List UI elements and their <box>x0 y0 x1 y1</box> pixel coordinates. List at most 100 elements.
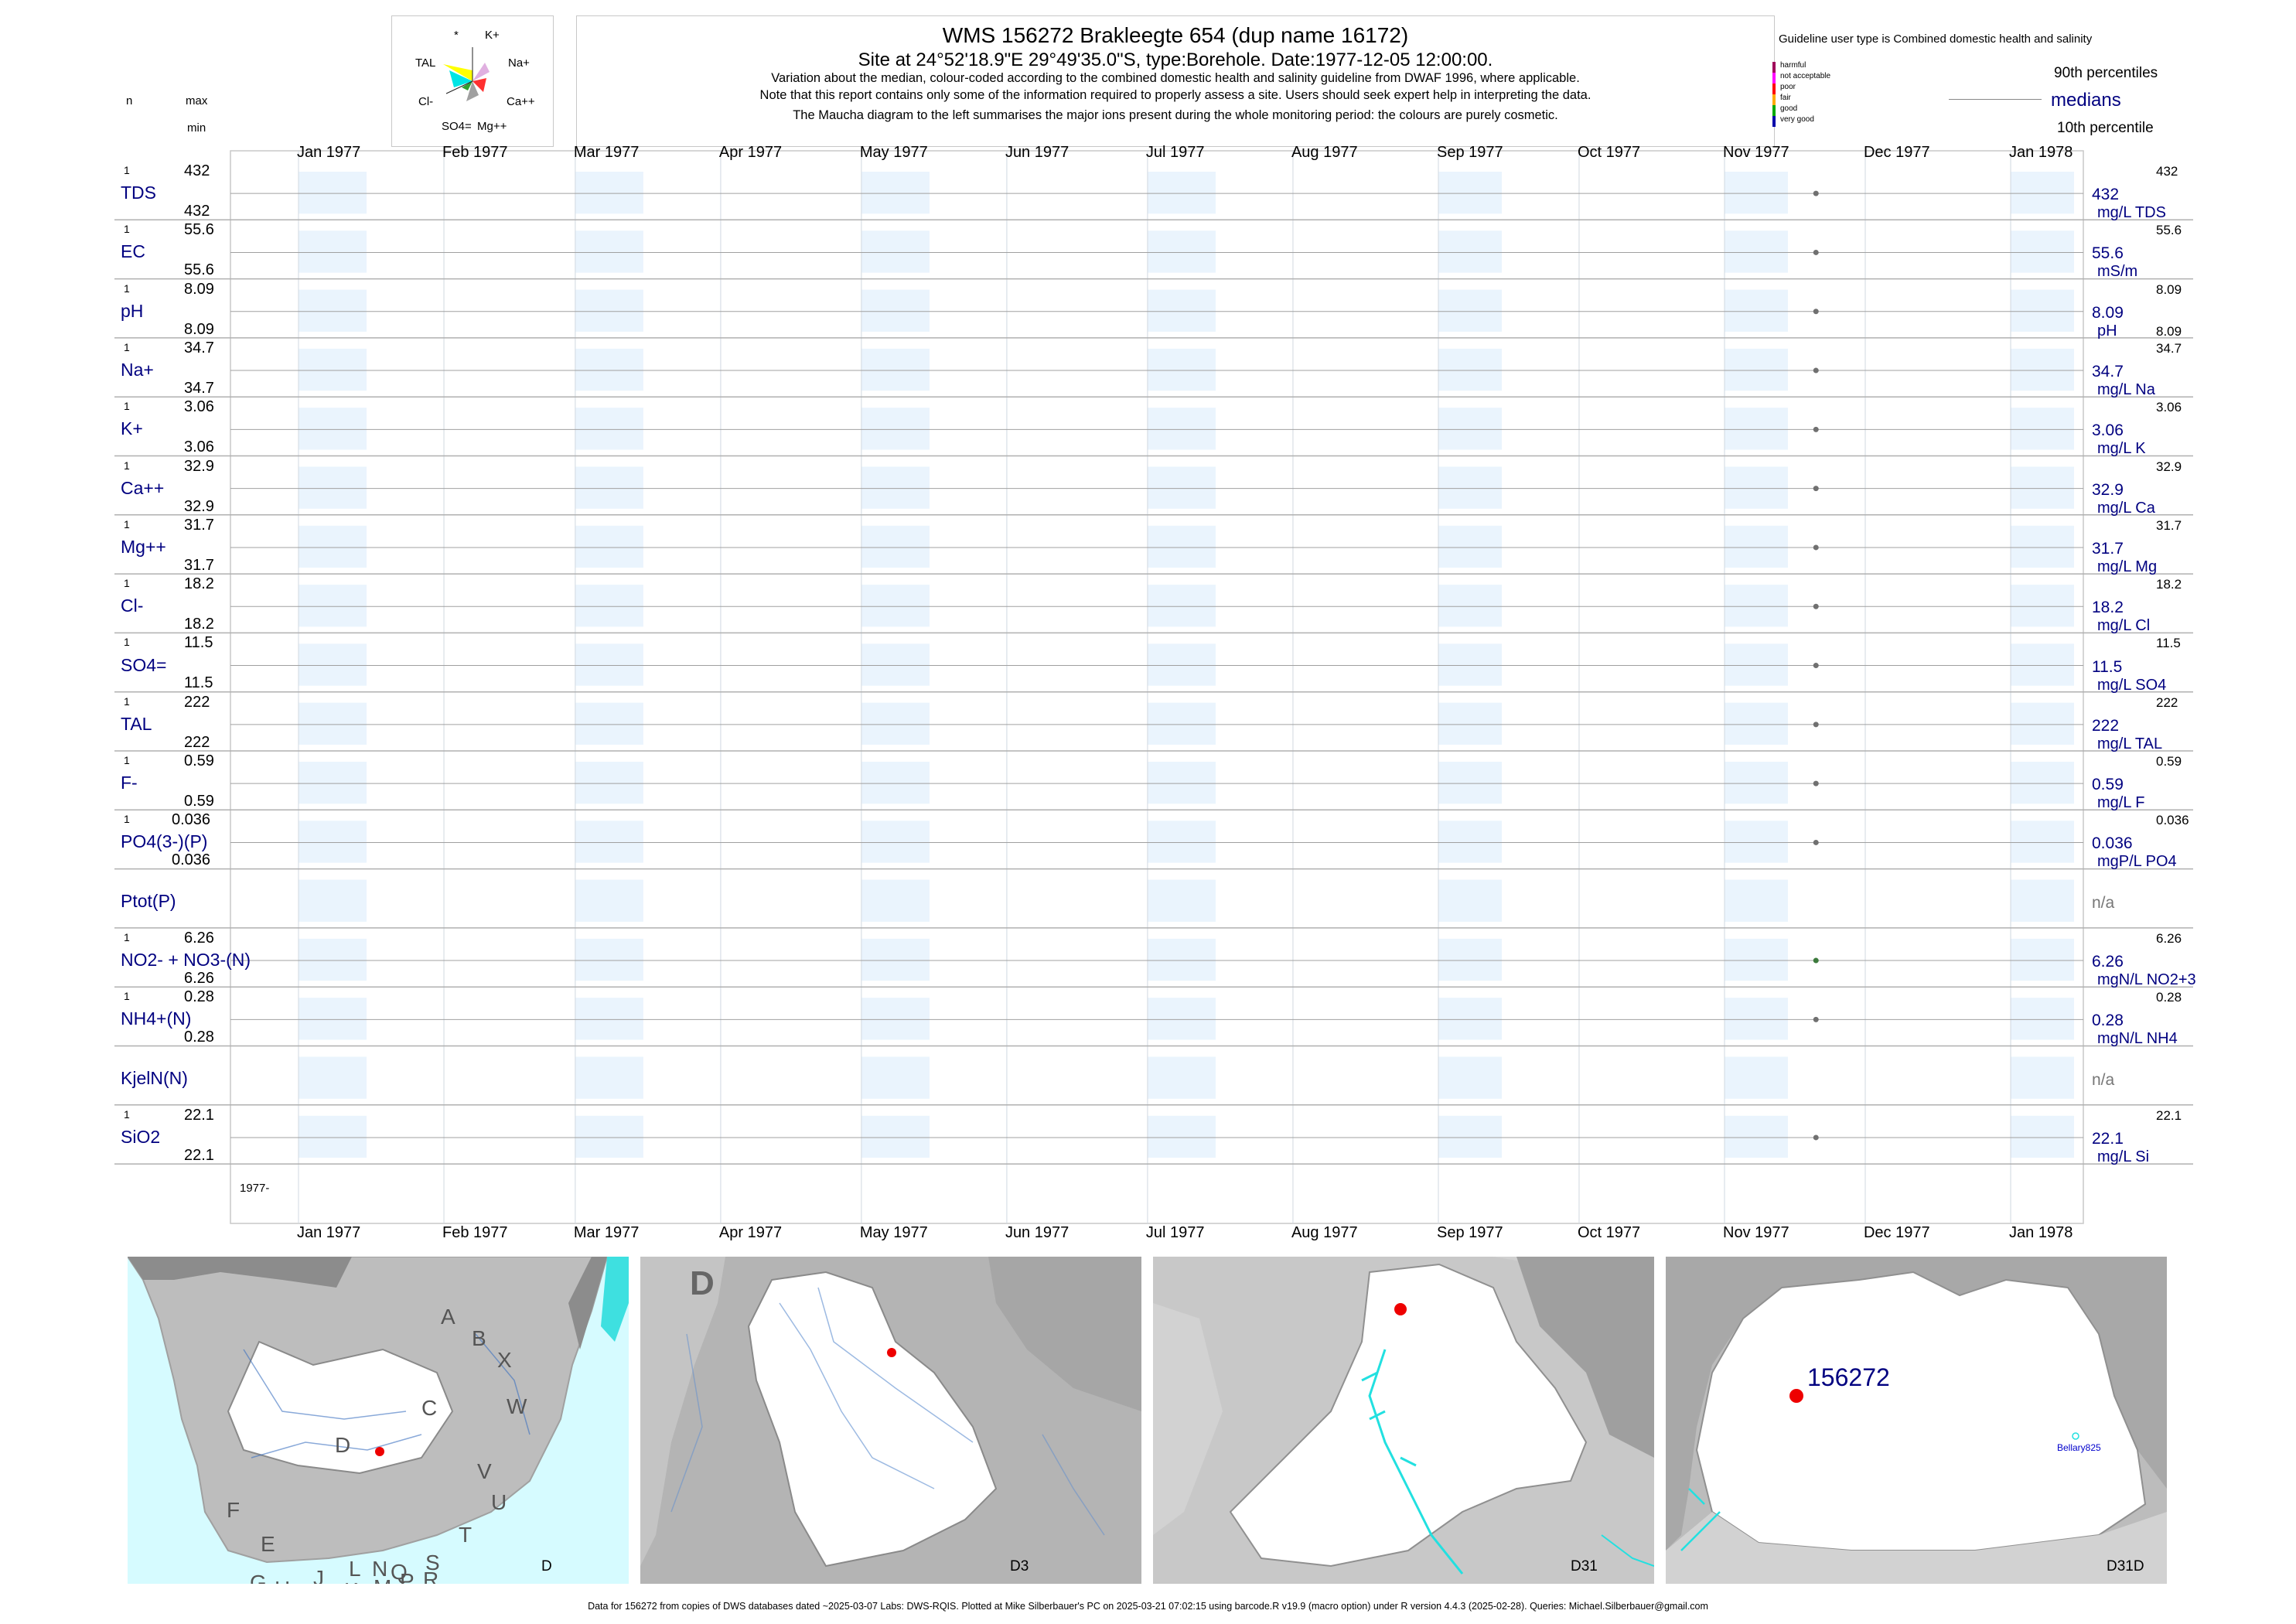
drainage-region-letter: L <box>349 1557 361 1581</box>
row-median: 34.7 <box>2092 363 2124 381</box>
month-band <box>2011 408 2074 450</box>
month-band <box>1438 585 1502 627</box>
month-band <box>575 762 643 804</box>
month-band <box>575 998 643 1040</box>
row-n: 1 <box>124 1107 130 1121</box>
row-p90: 0.28 <box>2156 990 2182 1005</box>
maucha-label-7: Mg++ <box>477 120 507 133</box>
month-band <box>1147 348 1216 391</box>
month-band <box>2011 1115 2074 1158</box>
row-unit: mg/L Cl <box>2097 617 2151 635</box>
month-label-bottom: Nov 1977 <box>1723 1224 1789 1241</box>
month-band <box>299 525 367 568</box>
month-band <box>1147 762 1216 804</box>
guideline-swatch <box>1772 84 1776 94</box>
row-unit: mg/L Na <box>2097 381 2155 399</box>
map-panel-d31d-label: D31D <box>2107 1558 2144 1575</box>
month-label-bottom: Dec 1977 <box>1863 1224 1930 1241</box>
row-label: Ptot(P) <box>121 890 176 911</box>
month-label-top: Sep 1977 <box>1436 144 1503 161</box>
row-unit: mg/L Mg <box>2097 558 2158 575</box>
row-max: 0.59 <box>184 752 214 769</box>
row-p10: 8.09 <box>2156 323 2182 339</box>
month-band <box>1438 1115 1502 1158</box>
month-band <box>299 879 367 922</box>
row-label: F- <box>121 773 138 793</box>
row-unit: pH <box>2097 322 2117 339</box>
sample-marker <box>1813 722 1819 728</box>
row-n: 1 <box>124 400 130 413</box>
month-band <box>299 643 367 686</box>
month-label-bottom: Jan 1978 <box>2009 1224 2073 1241</box>
row-unit: mg/L TAL <box>2097 735 2163 752</box>
map-south-africa <box>128 1257 629 1564</box>
row-max: 8.09 <box>184 280 214 298</box>
guideline-category: poor <box>1780 83 1796 91</box>
row-n: 1 <box>124 930 130 943</box>
drainage-region-letter: E <box>261 1532 275 1556</box>
maucha-label-2: TAL <box>415 56 436 70</box>
month-band <box>299 1056 367 1099</box>
month-band <box>2011 643 2074 686</box>
month-band <box>1147 585 1216 627</box>
plot-frame <box>230 150 2084 1224</box>
guideline-category: harmful <box>1780 61 1806 70</box>
drainage-region-letter: R <box>423 1568 439 1584</box>
month-band <box>1147 821 1216 863</box>
row-unit: mg/L Si <box>2097 1148 2150 1165</box>
row-median: 0.28 <box>2092 1012 2124 1030</box>
maucha-label-6: SO4= <box>442 120 472 133</box>
row-p90: 31.7 <box>2156 517 2182 533</box>
row-n: 1 <box>124 577 130 590</box>
month-band <box>575 408 643 450</box>
row-unit: mS/m <box>2097 263 2138 281</box>
row-median: 55.6 <box>2092 244 2124 263</box>
month-band <box>575 643 643 686</box>
month-label-top: Dec 1977 <box>1863 144 1930 161</box>
row-max: 22.1 <box>184 1106 214 1124</box>
drainage-region-letter: C <box>421 1396 438 1420</box>
row-n: 1 <box>124 340 130 353</box>
month-band <box>575 821 643 863</box>
row-n: 1 <box>124 694 130 708</box>
month-band <box>1438 821 1502 863</box>
month-band <box>1147 172 1216 214</box>
month-band <box>575 1115 643 1158</box>
month-band <box>2011 172 2074 214</box>
row-n: 1 <box>124 281 130 295</box>
month-band <box>575 230 643 273</box>
month-band <box>299 466 367 509</box>
row-min: 34.7 <box>184 379 214 397</box>
site-description: Site at 24°52'18.9"E 29°49'35.0"S, type:… <box>858 49 1493 70</box>
row-median: 0.036 <box>2092 834 2133 853</box>
maucha-diagram: * K+ TAL Na+ Cl- Ca++ SO4= Mg++ <box>391 15 554 147</box>
month-band <box>2011 762 2074 804</box>
sample-marker <box>1813 603 1819 609</box>
row-n: 1 <box>124 754 130 766</box>
row-p90: 432 <box>2156 164 2178 179</box>
month-band <box>1438 938 1502 981</box>
row-unit: mg/L F <box>2097 794 2145 812</box>
month-label-bottom: Oct 1977 <box>1577 1224 1641 1241</box>
maucha-label-3: Na+ <box>508 56 530 70</box>
site-label: 156272 <box>1807 1363 1890 1391</box>
row-p90: 11.5 <box>2156 636 2181 651</box>
drainage-region-letter: W <box>507 1394 527 1418</box>
title-box <box>576 15 1775 147</box>
month-band <box>1725 1115 1788 1158</box>
month-band <box>861 821 930 863</box>
month-band <box>1438 762 1502 804</box>
row-unit: mgN/L NO2+3 <box>2097 971 2196 989</box>
month-band <box>299 585 367 627</box>
guideline-swatch <box>1772 105 1776 116</box>
month-band <box>1725 230 1788 273</box>
drainage-region-letter: A <box>441 1305 455 1329</box>
month-label-top: Jun 1977 <box>1005 144 1070 161</box>
month-label-top: Jul 1977 <box>1145 144 1205 161</box>
month-band <box>1725 408 1788 450</box>
drainage-region-letter: V <box>477 1459 492 1483</box>
row-p90: 3.06 <box>2156 400 2182 415</box>
month-band <box>299 1115 367 1158</box>
month-label-bottom: Jul 1977 <box>1145 1224 1205 1241</box>
month-label-top: Apr 1977 <box>718 144 783 161</box>
